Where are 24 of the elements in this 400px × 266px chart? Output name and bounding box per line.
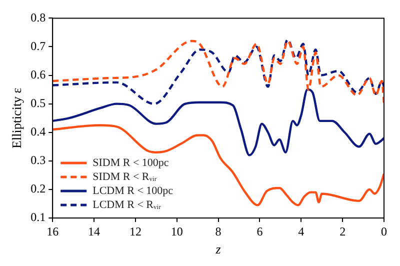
y-axis-title: Ellipticity ε: [9, 87, 24, 148]
x-tick-label: 12: [129, 224, 142, 238]
y-tick-label: 0.6: [30, 67, 46, 82]
legend-label: LCDM R < 100pc: [92, 184, 174, 197]
y-tick-label: 0.4: [30, 124, 46, 139]
legend-label: SIDM R < Rᵥᵢᵣ: [92, 170, 158, 183]
y-tick-label: 0.7: [30, 38, 46, 53]
y-tick-label: 0.1: [30, 210, 46, 224]
x-tick-label: 4: [298, 224, 304, 238]
x-tick-label: 8: [215, 224, 222, 238]
legend-label: LCDM R < Rᵥᵢᵣ: [92, 198, 162, 211]
x-tick-label: 10: [170, 224, 183, 238]
x-tick-label: 16: [46, 224, 59, 238]
y-tick-label: 0.2: [30, 182, 46, 196]
x-tick-label: 0: [381, 224, 387, 238]
x-tick-label: 6: [256, 224, 263, 238]
x-axis-title: z: [214, 242, 221, 257]
x-tick-label: 2: [340, 224, 346, 238]
x-tick-label: 14: [88, 224, 100, 238]
legend-label: SIDM R < 100pc: [92, 156, 169, 169]
y-tick-label: 0.5: [30, 96, 46, 110]
y-tick-label: 0.8: [30, 10, 46, 24]
line-series: [52, 88, 384, 156]
y-tick-label: 0.3: [30, 153, 46, 168]
